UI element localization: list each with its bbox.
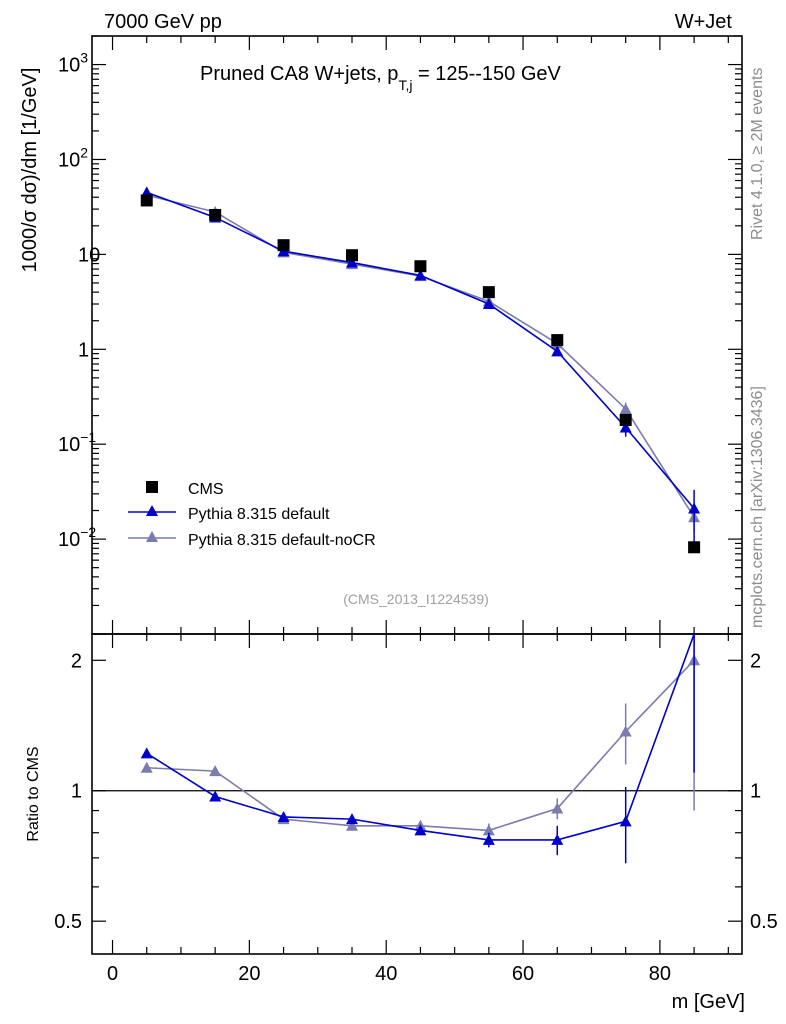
legend: CMS Pythia 8.315 default Pythia 8.315 de… [128,481,376,549]
x-tick-label: 60 [512,963,534,985]
ratio-line-1 [146,659,695,832]
y-tick-label: 1 [78,339,89,361]
collision-label: 7000 GeV pp [104,11,222,33]
x-tick-label: 0 [107,963,118,985]
legend-marker-default [146,505,158,516]
data-point-cms [414,260,427,273]
data-point-cms [482,286,495,299]
ratio-y-tick-label-right: 2 [750,650,761,672]
data-point-cms [551,334,564,347]
ratio-point [140,747,153,759]
plot-title: Pruned CA8 W+jets, pT,j = 125--150 GeV [200,63,562,93]
ratio-point [140,761,153,773]
x-tick-label: 80 [649,963,671,985]
data-point-cms [209,208,222,221]
x-tick-label: 20 [238,963,260,985]
data-point-cms [346,249,358,262]
data-point-triangle [482,298,495,310]
legend-label-default: Pythia 8.315 default [188,506,330,523]
y-tick-label: 102 [58,144,88,171]
legend-marker-nocr [146,531,158,542]
process-label: W+Jet [675,11,733,33]
x-axis-label: m [GeV] [672,991,745,1013]
ratio-point [346,819,358,831]
legend-label-nocr: Pythia 8.315 default-noCR [188,532,376,549]
legend-label-cms: CMS [188,481,224,498]
series-line-2 [146,194,695,518]
ratio-point [414,824,427,836]
data-point-triangle [551,345,564,357]
data-point-triangle [688,502,701,514]
ratio-y-tick-label: 2 [71,650,82,672]
x-tick-label: 40 [375,963,397,985]
ratio-point [482,824,495,836]
data-point-cms [277,239,290,252]
y-tick-label: 10−2 [58,524,96,551]
ratio-y-tick-label-right: 1 [750,781,761,803]
data-point-cms [619,413,632,426]
main-y-axis-label: 1000/σ dσ)/dm [1/GeV] [19,68,41,273]
ratio-plot-frame [91,633,743,955]
data-point-triangle [346,256,358,268]
ratio-point [277,810,290,822]
analysis-label: (CMS_2013_I1224539) [343,591,489,607]
ratio-point [619,815,632,827]
ratio-y-axis-label: Ratio to CMS [25,746,42,841]
ratio-line-0 [146,633,695,841]
series-line-1 [146,191,695,510]
ratio-y-tick-label: 0.5 [54,911,82,933]
data-point-cms [140,194,153,207]
ratio-point [482,833,495,845]
ratio-point [346,813,358,825]
data-point-triangle [619,421,632,433]
rivet-label: Rivet 4.1.0, ≥ 2M events [749,68,766,240]
data-point-triangle [619,402,632,414]
ratio-point [551,802,564,814]
y-tick-label: 103 [58,50,88,77]
ratio-y-tick-label-right: 0.5 [750,911,778,933]
ratio-point [551,833,564,845]
y-tick-label: 10 [78,244,100,266]
data-point-triangle [414,269,427,281]
data-point-cms [688,541,701,554]
legend-marker-cms [146,481,158,493]
ratio-point [209,790,222,802]
ratio-point [619,725,632,737]
ratio-point [209,765,222,777]
y-tick-label: 10−1 [58,429,96,456]
mcplots-label: mcplots.cern.ch [arXiv:1306.3436] [749,386,766,628]
ratio-y-tick-label: 1 [71,781,82,803]
